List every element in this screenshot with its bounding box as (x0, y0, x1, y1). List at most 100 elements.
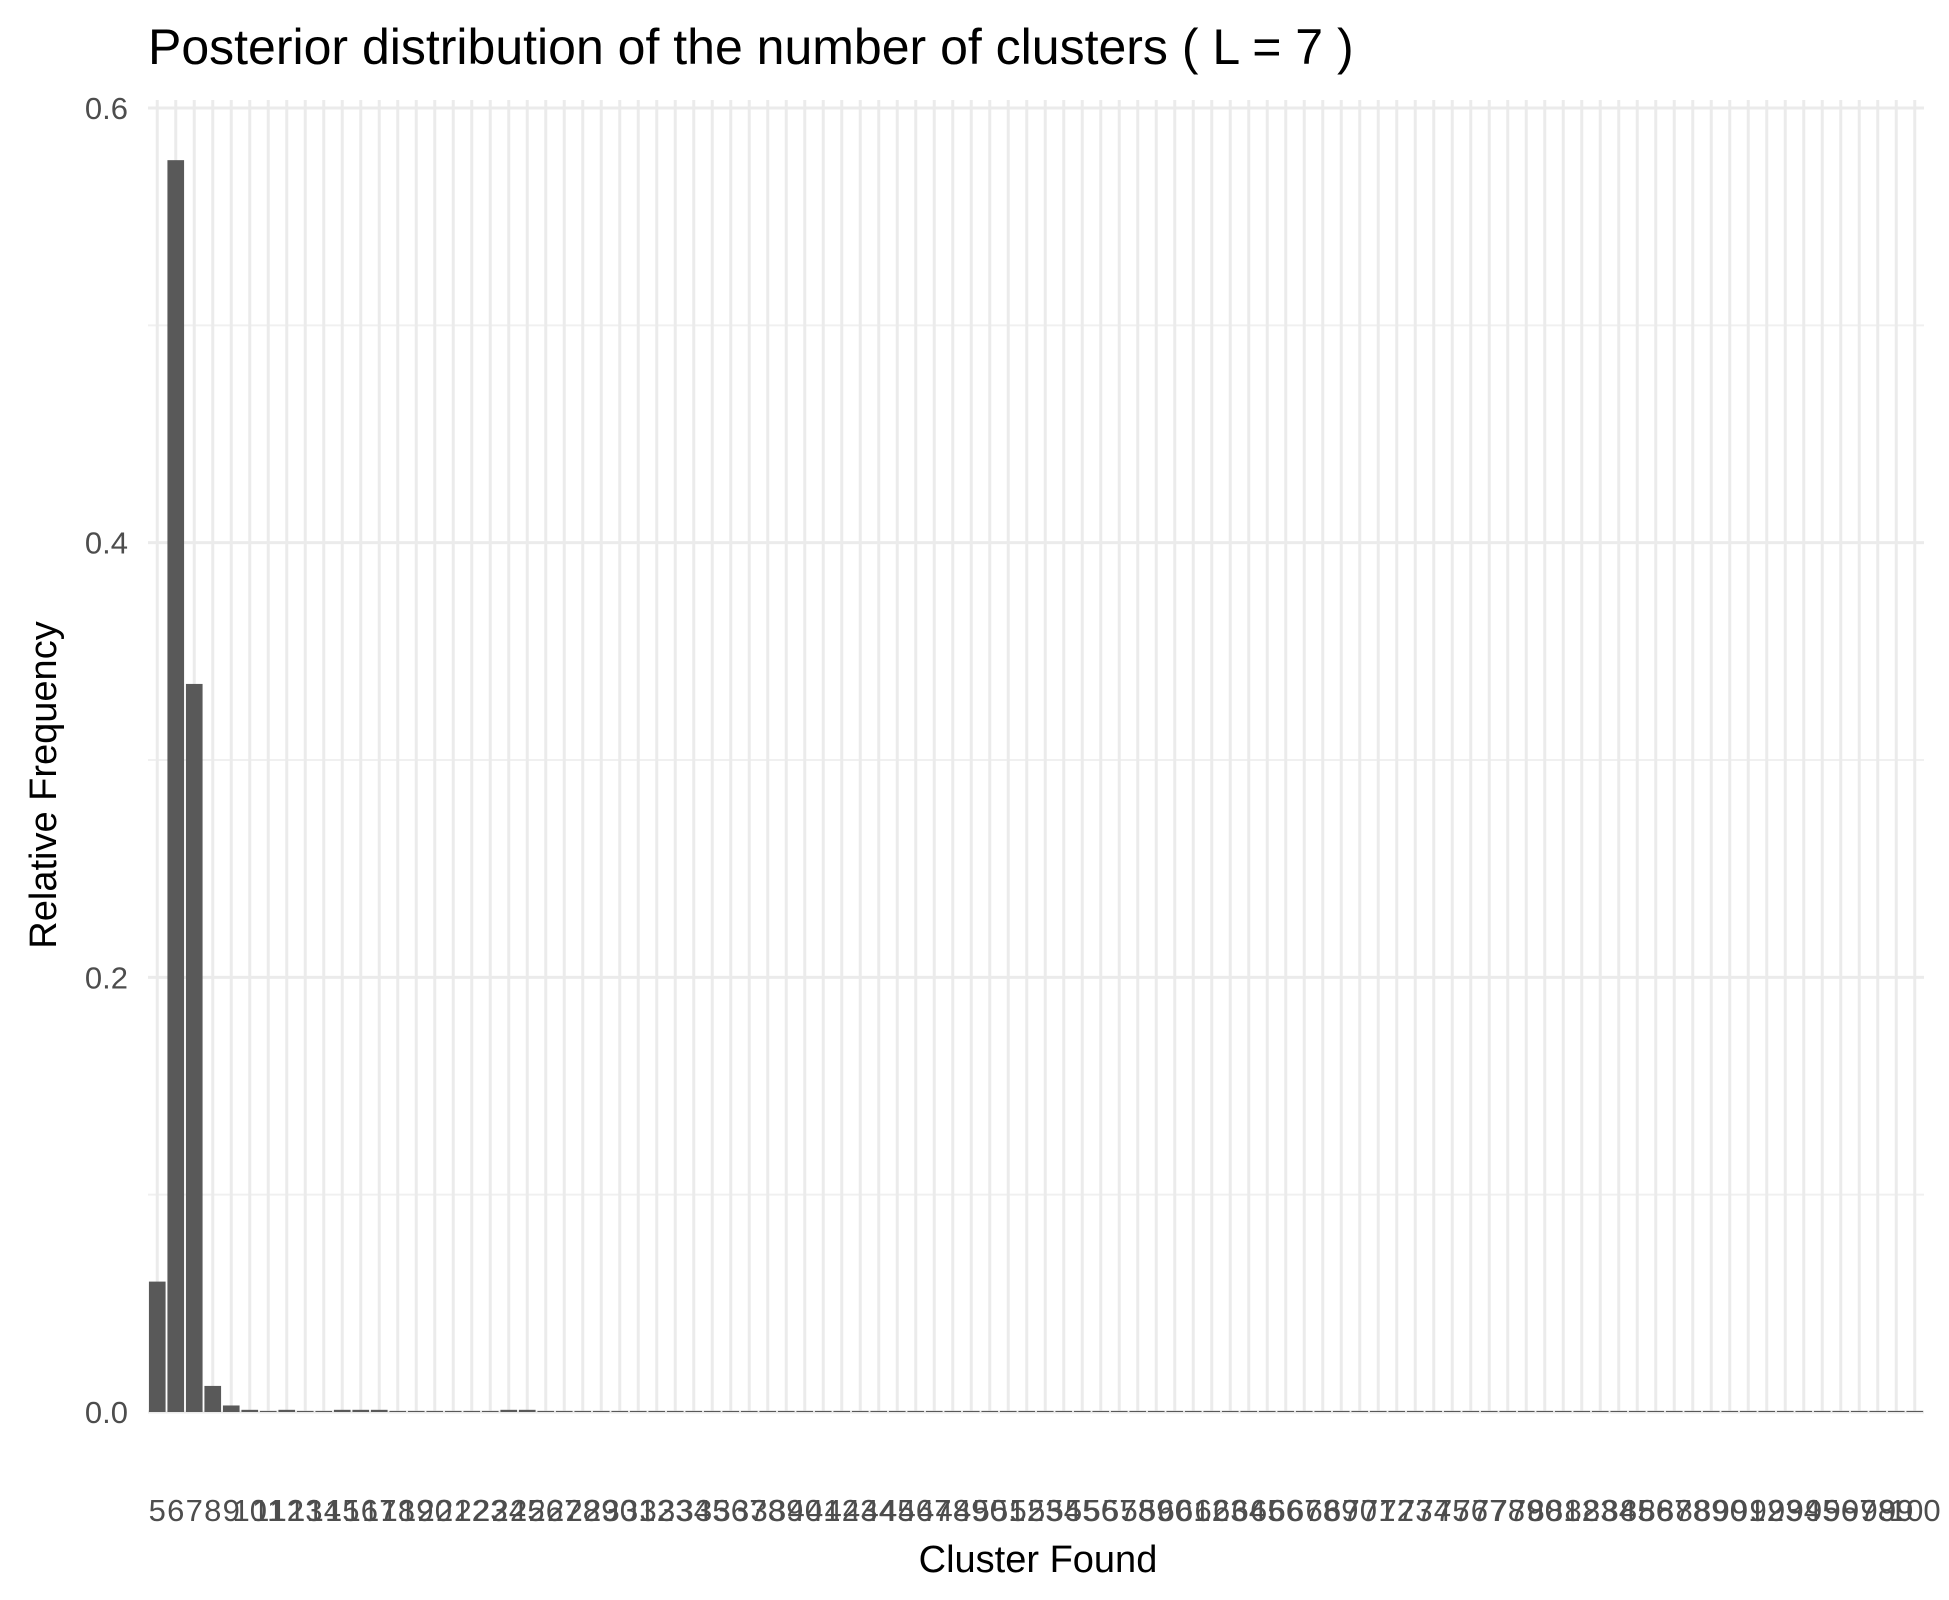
bar (1869, 1410, 1887, 1412)
x-tick-label: 21 (436, 1493, 470, 1528)
bar (555, 1410, 573, 1412)
bar (444, 1410, 462, 1412)
bar (1277, 1410, 1295, 1412)
x-tick-label: 5 (149, 1493, 166, 1528)
x-tick-label: 63 (1213, 1493, 1247, 1528)
x-tick-label: 15 (325, 1493, 359, 1528)
bar (925, 1410, 943, 1412)
bar (666, 1410, 684, 1412)
x-tick-label: 23 (473, 1493, 507, 1528)
x-tick-label: 30 (603, 1493, 637, 1528)
bar (1480, 1410, 1498, 1412)
x-tick-label: 97 (1842, 1493, 1876, 1528)
x-tick-label: 78 (1491, 1493, 1525, 1528)
grid-lines (148, 100, 1924, 1414)
bar (1591, 1410, 1609, 1412)
x-tick-label: 58 (1121, 1493, 1155, 1528)
x-tick-label: 54 (1047, 1493, 1081, 1528)
x-tick-label: 80 (1528, 1493, 1562, 1528)
bar (500, 1409, 518, 1412)
bar (999, 1410, 1017, 1412)
x-tick-label: 33 (658, 1493, 692, 1528)
bar (648, 1410, 666, 1412)
bar (685, 1410, 703, 1412)
bar (1369, 1410, 1387, 1412)
bar (1795, 1410, 1813, 1412)
x-tick-label: 10 (233, 1493, 267, 1528)
bar (1092, 1410, 1110, 1412)
bar (1351, 1410, 1369, 1412)
x-tick-label: 18 (381, 1493, 415, 1528)
x-tick-label: 20 (418, 1493, 452, 1528)
y-tick-label: 0.2 (85, 960, 128, 995)
x-tick-label: 88 (1676, 1493, 1710, 1528)
x-tick-label: 89 (1694, 1493, 1728, 1528)
bar (315, 1410, 333, 1412)
x-tick-label: 90 (1713, 1493, 1747, 1528)
x-tick-label: 50 (973, 1493, 1007, 1528)
bar (1443, 1410, 1461, 1412)
x-tick-label: 82 (1565, 1493, 1599, 1528)
x-tick-label: 35 (695, 1493, 729, 1528)
x-tick-label: 66 (1269, 1493, 1303, 1528)
bar (1813, 1410, 1831, 1412)
x-tick-label: 52 (1010, 1493, 1044, 1528)
bar (407, 1410, 425, 1412)
x-tick-label: 76 (1454, 1493, 1488, 1528)
bar (1536, 1410, 1554, 1412)
bar (148, 1281, 166, 1412)
x-tick-label: 59 (1139, 1493, 1173, 1528)
bar (1517, 1410, 1535, 1412)
x-tick-label: 70 (1343, 1493, 1377, 1528)
x-tick-label: 24 (492, 1493, 526, 1528)
x-tick-label: 19 (399, 1493, 433, 1528)
bar (1758, 1410, 1776, 1412)
bar (1425, 1410, 1443, 1412)
x-tick-label: 75 (1435, 1493, 1469, 1528)
bar (1647, 1410, 1665, 1412)
bar (1573, 1410, 1591, 1412)
bar (481, 1410, 499, 1412)
x-tick-label: 84 (1602, 1493, 1636, 1528)
bar (981, 1410, 999, 1412)
x-tick-label: 43 (843, 1493, 877, 1528)
bar (592, 1410, 610, 1412)
x-tick-label: 85 (1620, 1493, 1654, 1528)
x-tick-label: 49 (954, 1493, 988, 1528)
x-tick-label: 92 (1750, 1493, 1784, 1528)
bar (1721, 1410, 1739, 1412)
x-tick-label: 56 (1084, 1493, 1118, 1528)
x-tick-label: 73 (1398, 1493, 1432, 1528)
bar (907, 1410, 925, 1412)
bar (1739, 1410, 1757, 1412)
x-tick-label: 39 (769, 1493, 803, 1528)
bar (629, 1410, 647, 1412)
x-tick-label: 51 (991, 1493, 1025, 1528)
x-tick-label: 17 (362, 1493, 396, 1528)
bar (777, 1410, 795, 1412)
bar (185, 683, 203, 1412)
x-tick-label: 91 (1731, 1493, 1765, 1528)
x-tick-label: 8 (204, 1493, 221, 1528)
bar (1036, 1410, 1054, 1412)
bar (1129, 1410, 1147, 1412)
bar (241, 1409, 259, 1412)
bar (1554, 1410, 1572, 1412)
bar (1684, 1410, 1702, 1412)
bar (1702, 1410, 1720, 1412)
x-tick-label: 100 (1889, 1493, 1941, 1528)
x-tick-label: 25 (510, 1493, 544, 1528)
chart-title: Posterior distribution of the number of … (148, 19, 1354, 75)
x-tick-label: 13 (288, 1493, 322, 1528)
bar (1166, 1410, 1184, 1412)
bar (814, 1410, 832, 1412)
x-tick-label: 96 (1824, 1493, 1858, 1528)
x-tick-label: 28 (566, 1493, 600, 1528)
x-tick-label: 57 (1102, 1493, 1136, 1528)
x-tick-label: 37 (732, 1493, 766, 1528)
x-tick-label: 42 (825, 1493, 859, 1528)
x-tick-label: 22 (455, 1493, 489, 1528)
bar (1110, 1410, 1128, 1412)
bar (796, 1410, 814, 1412)
x-tick-label: 29 (584, 1493, 618, 1528)
